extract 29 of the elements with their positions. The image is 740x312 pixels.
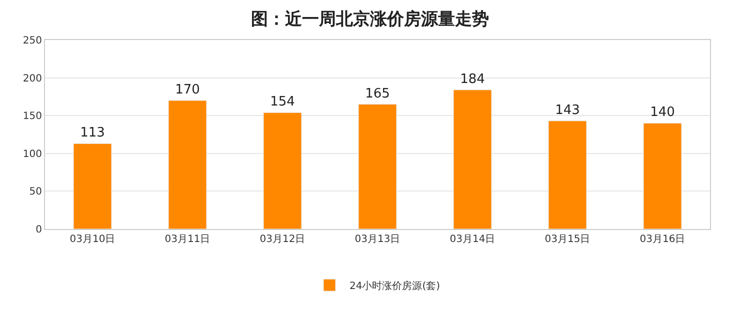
bar — [168, 100, 207, 229]
data-label: 143 — [555, 102, 580, 118]
data-label: 170 — [175, 82, 200, 98]
data-label: 165 — [365, 86, 390, 102]
x-tick-label: 03月11日 — [164, 234, 210, 245]
y-tick-label: 200 — [22, 73, 42, 84]
data-label: 184 — [460, 72, 485, 87]
y-tick-label: 0 — [36, 224, 42, 236]
bar — [453, 90, 492, 229]
data-label: 154 — [270, 94, 295, 110]
data-label: 113 — [80, 126, 105, 141]
x-tick-label: 03月14日 — [450, 234, 496, 245]
x-tick-label: 03月16日 — [640, 234, 686, 245]
legend-label: 24小时涨价房源(套) — [350, 280, 440, 292]
chart-title: 图：近一周北京涨价房源量走势 — [251, 9, 489, 30]
data-label: 140 — [650, 105, 675, 120]
y-tick-label: 50 — [29, 186, 42, 198]
x-tick-label: 03月13日 — [354, 234, 400, 245]
x-tick-label: 03月15日 — [544, 234, 590, 245]
x-tick-label: 03月12日 — [260, 234, 306, 245]
bar — [643, 122, 682, 229]
bar — [73, 143, 112, 229]
y-tick-label: 250 — [22, 36, 42, 46]
y-tick-label: 100 — [22, 148, 42, 160]
x-tick-label: 03月10日 — [70, 234, 116, 245]
y-tick-label: 150 — [22, 111, 42, 122]
bar — [358, 104, 397, 229]
bar — [263, 112, 302, 229]
bar — [548, 120, 587, 229]
